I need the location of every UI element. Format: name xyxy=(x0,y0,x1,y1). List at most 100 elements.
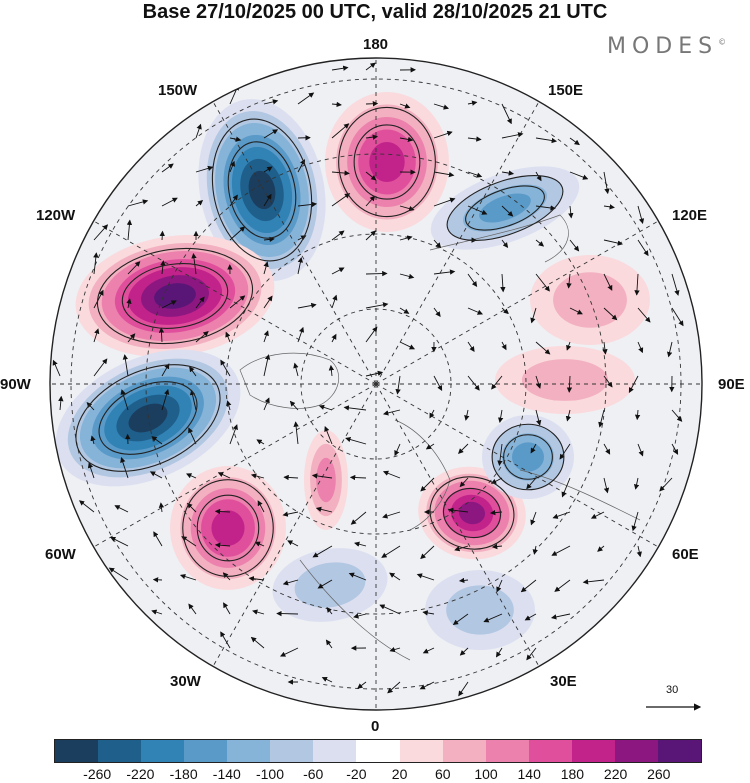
wind-vector xyxy=(459,647,469,656)
wind-vector xyxy=(78,500,95,513)
wind-vector xyxy=(582,579,605,585)
lon-label-180: 180 xyxy=(363,36,389,53)
wind-vector xyxy=(464,409,470,421)
wind-vector xyxy=(280,647,299,657)
height-isoline xyxy=(227,141,297,239)
wind-vector xyxy=(395,375,401,395)
wind-vector xyxy=(636,545,642,558)
wind-vector xyxy=(382,470,401,479)
wind-vector xyxy=(501,205,514,217)
colorbar-tick-label: 260 xyxy=(647,766,671,782)
height-isoline xyxy=(442,487,502,539)
colorbar-swatch xyxy=(356,740,400,762)
wind-vector xyxy=(559,443,571,460)
wind-vector xyxy=(350,511,367,525)
height-isoline xyxy=(211,118,313,262)
wind-vector xyxy=(282,511,299,517)
wind-vector xyxy=(530,443,537,454)
wind-vector xyxy=(214,508,231,515)
wind-vector xyxy=(433,130,453,139)
colorbar-swatch xyxy=(313,740,357,762)
height-isoline xyxy=(429,476,515,550)
wind-vector xyxy=(419,681,435,690)
wind-vector xyxy=(467,171,483,178)
wind-vector xyxy=(282,579,299,586)
colorbar-tick-label: -20 xyxy=(346,766,367,782)
wind-vector xyxy=(161,389,170,411)
colorbar-labels: -260 -220 -180 -140 -100 -60 -20 20 60 100 140 180 2… xyxy=(0,766,750,783)
colorbar-swatch xyxy=(657,740,701,762)
colorbar-tick-label: -220 xyxy=(126,766,155,782)
wind-vector xyxy=(229,136,242,142)
wind-vector xyxy=(416,573,435,581)
wind-vector xyxy=(634,273,640,296)
anomaly-high-50w xyxy=(170,466,286,590)
wind-vector xyxy=(637,307,651,323)
wind-vector xyxy=(535,137,558,144)
wind-vector xyxy=(188,603,197,615)
height-isoline xyxy=(96,247,254,345)
wind-vector xyxy=(160,260,166,275)
wind-vector xyxy=(459,477,469,488)
wind-vector xyxy=(569,307,583,315)
colorbar-tick-label: 60 xyxy=(435,766,451,782)
lon-label-90w: 90W xyxy=(0,376,31,393)
lon-label-150e: 150E xyxy=(548,82,584,99)
wind-vector xyxy=(195,123,202,139)
wind-vector xyxy=(297,201,318,208)
wind-vector xyxy=(433,171,455,178)
wind-vector xyxy=(93,358,108,377)
colorbar-tick-label: -180 xyxy=(169,766,198,782)
wind-vector xyxy=(195,296,205,309)
wind-vector xyxy=(127,261,141,275)
colorbar-swatch xyxy=(98,740,142,762)
wind-vector xyxy=(433,197,456,207)
lon-label-30e: 30E xyxy=(550,673,577,690)
wind-vector xyxy=(348,572,367,581)
colorbar-swatch xyxy=(485,740,529,762)
lon-label-0: 0 xyxy=(371,718,380,735)
anomaly-low-10w xyxy=(272,548,388,622)
wind-vector xyxy=(263,236,275,243)
wind-vector xyxy=(524,613,537,621)
wind-vector xyxy=(318,404,333,411)
wind-vector xyxy=(87,462,95,479)
wind-vector xyxy=(501,132,524,139)
wind-vector xyxy=(189,366,197,377)
wind-vector xyxy=(535,341,551,355)
wind-vector xyxy=(257,500,265,513)
wind-vector xyxy=(161,197,178,207)
wind-vector xyxy=(491,375,503,390)
height-isoline xyxy=(465,185,545,231)
wind-vector xyxy=(399,273,415,280)
wind-vector xyxy=(287,540,299,547)
wind-vector xyxy=(151,609,163,615)
wind-vector xyxy=(161,363,170,377)
colorbar xyxy=(54,739,702,763)
height-isoline xyxy=(196,494,260,562)
wind-vector xyxy=(495,647,503,658)
colorbar-tick-label: -140 xyxy=(212,766,241,782)
wind-vector xyxy=(433,269,456,275)
wind-vector xyxy=(357,681,367,689)
wind-vector xyxy=(467,307,483,315)
wind-vector xyxy=(179,573,197,581)
wind-vector xyxy=(317,579,333,589)
wind-vector xyxy=(331,65,349,71)
wind-vector xyxy=(535,205,556,211)
anomaly-contour-fill xyxy=(512,442,544,472)
wind-vector xyxy=(501,307,509,315)
wind-vector xyxy=(58,395,64,411)
height-isoline xyxy=(353,124,421,200)
wind-vector xyxy=(331,170,350,176)
colorbar-swatch xyxy=(227,740,271,762)
height-isoline xyxy=(491,423,565,491)
wind-vector xyxy=(597,545,605,552)
height-isoline xyxy=(182,479,274,577)
wind-vector xyxy=(433,239,442,249)
wind-vector xyxy=(159,230,165,241)
wind-vector xyxy=(637,205,645,225)
height-isoline xyxy=(75,364,221,472)
colorbar-swatch xyxy=(184,740,228,762)
